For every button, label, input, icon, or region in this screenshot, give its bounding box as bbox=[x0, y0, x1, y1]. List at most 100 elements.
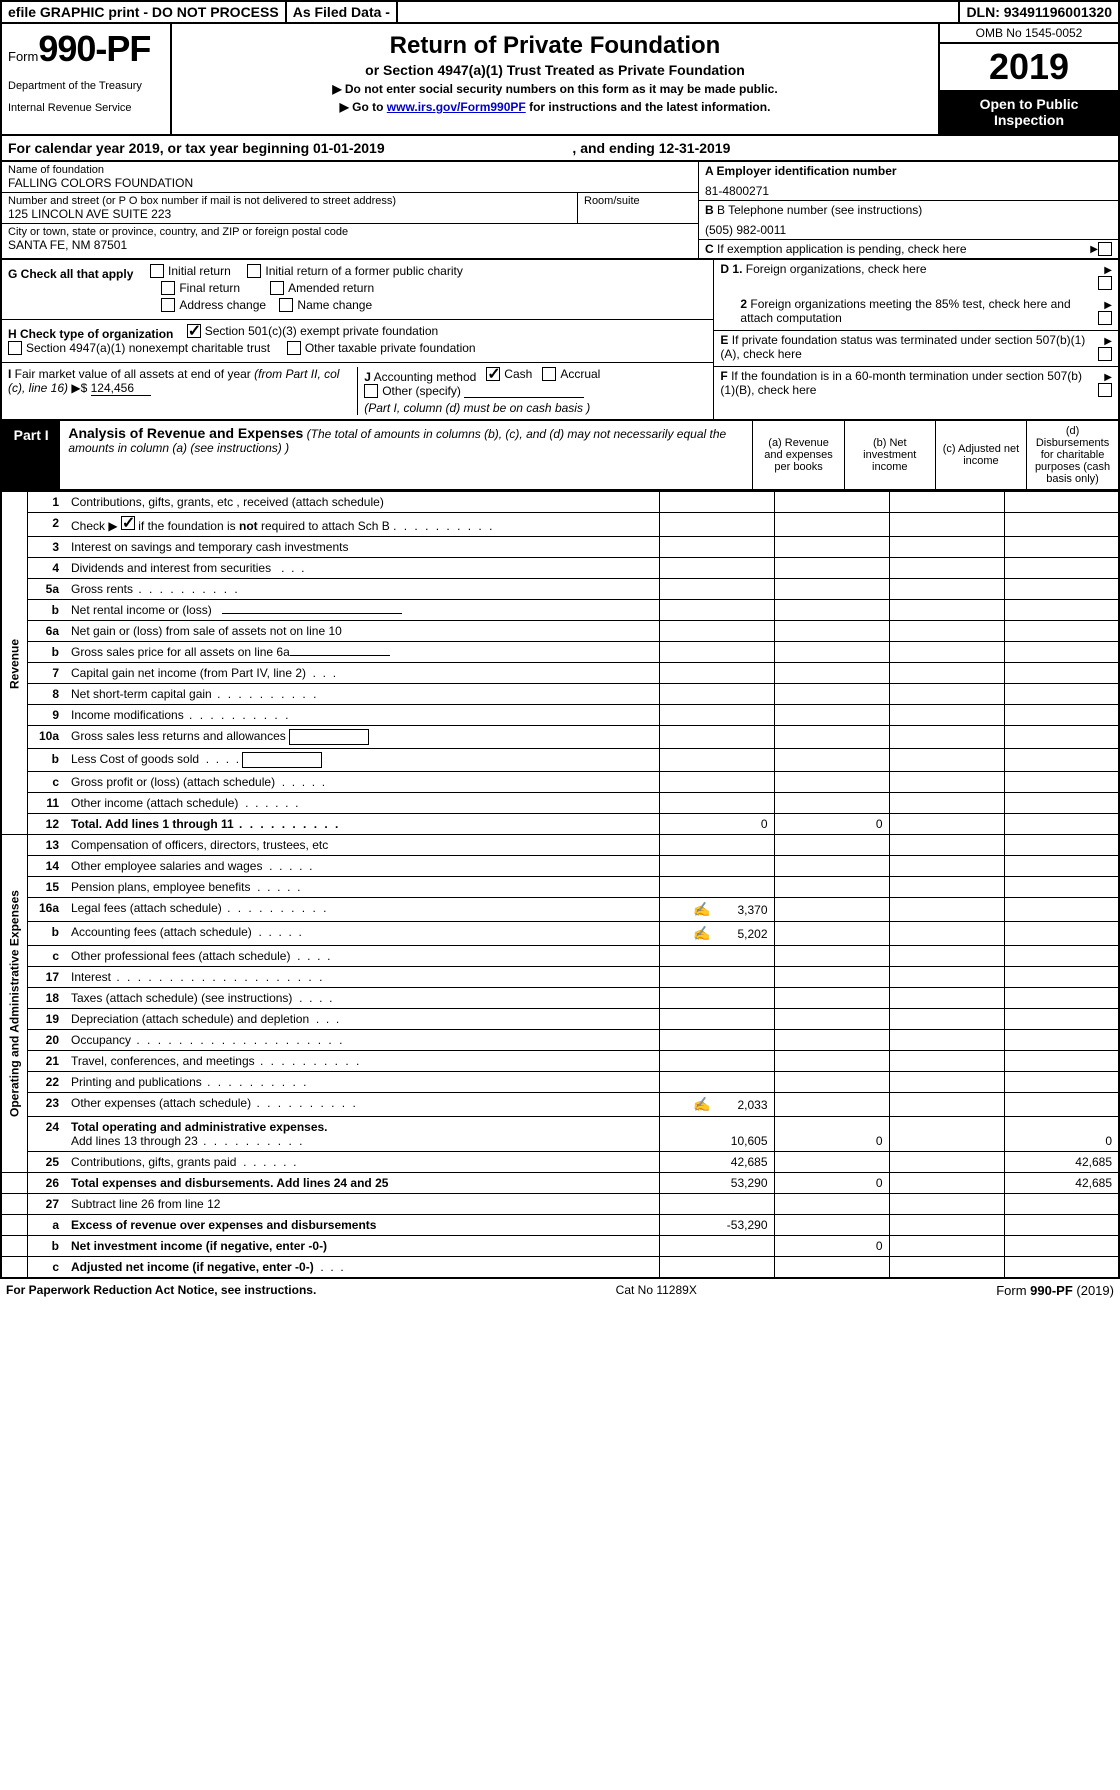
g-final-return[interactable]: Final return bbox=[161, 281, 240, 295]
tax-year: 2019 bbox=[940, 44, 1118, 90]
g-amended-return[interactable]: Amended return bbox=[270, 281, 374, 295]
row-27a: aExcess of revenue over expenses and dis… bbox=[1, 1215, 1119, 1236]
l2-checkbox[interactable] bbox=[121, 516, 135, 530]
part1-tag: Part I bbox=[2, 421, 60, 489]
g-address-change[interactable]: Address change bbox=[161, 298, 266, 312]
e-checkbox[interactable] bbox=[1098, 347, 1112, 361]
d1-row: D 1. Foreign organizations, check here ▶ bbox=[714, 260, 1118, 295]
row-2: 2 Check ▶ if the foundation is not requi… bbox=[1, 513, 1119, 537]
page-footer: For Paperwork Reduction Act Notice, see … bbox=[0, 1279, 1120, 1302]
paperwork-notice: For Paperwork Reduction Act Notice, see … bbox=[6, 1283, 316, 1298]
row-9: 9Income modifications bbox=[1, 705, 1119, 726]
tel-label: B B Telephone number (see instructions) bbox=[705, 203, 1112, 217]
l15-text: Pension plans, employee benefits bbox=[71, 880, 250, 894]
f-checkbox[interactable] bbox=[1098, 383, 1112, 397]
j-accrual[interactable]: Accrual bbox=[542, 367, 600, 381]
ein-cell: A Employer identification number 81-4800… bbox=[699, 162, 1118, 201]
l7-num: 7 bbox=[27, 663, 65, 684]
goto-instruction: ▶ Go to www.irs.gov/Form990PF for instru… bbox=[182, 100, 928, 114]
g-initial-return[interactable]: Initial return bbox=[150, 264, 231, 278]
l12-text: Total. Add lines 1 through 11 bbox=[71, 817, 234, 831]
attachment-icon[interactable]: ✍ bbox=[693, 1096, 710, 1112]
l23-a: ✍ 2,033 bbox=[659, 1093, 774, 1117]
row-17: 17Interest bbox=[1, 967, 1119, 988]
g-initial-former[interactable]: Initial return of a former public charit… bbox=[247, 264, 462, 278]
l24-a: 10,605 bbox=[659, 1117, 774, 1152]
h-opt-2: Section 4947(a)(1) nonexempt charitable … bbox=[26, 341, 270, 355]
row-6a: 6aNet gain or (loss) from sale of assets… bbox=[1, 621, 1119, 642]
l17-num: 17 bbox=[27, 967, 65, 988]
l27a-a: -53,290 bbox=[659, 1215, 774, 1236]
j-cash[interactable]: Cash bbox=[486, 367, 532, 381]
d-block: D 1. Foreign organizations, check here ▶… bbox=[713, 260, 1118, 419]
l8-num: 8 bbox=[27, 684, 65, 705]
l16a-num: 16a bbox=[27, 898, 65, 922]
row-20: 20Occupancy bbox=[1, 1030, 1119, 1051]
attachment-icon[interactable]: ✍ bbox=[693, 925, 710, 941]
d1-checkbox[interactable] bbox=[1098, 276, 1112, 290]
street-cell: Number and street (or P O box number if … bbox=[2, 193, 578, 223]
l14-text: Other employee salaries and wages bbox=[71, 859, 262, 873]
part1-desc: Analysis of Revenue and Expenses (The to… bbox=[60, 421, 753, 489]
l3-num: 3 bbox=[27, 537, 65, 558]
row-1: Revenue 1 Contributions, gifts, grants, … bbox=[1, 492, 1119, 513]
room-label: Room/suite bbox=[578, 193, 698, 223]
c-checkbox[interactable] bbox=[1098, 242, 1112, 256]
h-501c3[interactable]: Section 501(c)(3) exempt private foundat… bbox=[187, 324, 438, 338]
col-a-hdr: (a) Revenue and expenses per books bbox=[753, 421, 844, 489]
ghi-section: G Check all that apply Initial return In… bbox=[0, 260, 1120, 421]
attachment-icon[interactable]: ✍ bbox=[693, 901, 710, 917]
row-5a: 5aGross rents bbox=[1, 579, 1119, 600]
l21-num: 21 bbox=[27, 1051, 65, 1072]
j-other[interactable]: Other (specify) bbox=[364, 384, 461, 398]
row-23: 23Other expenses (attach schedule)✍ 2,03… bbox=[1, 1093, 1119, 1117]
g-opt-4: Address change bbox=[179, 298, 266, 312]
l27-num: 27 bbox=[27, 1194, 65, 1215]
l11-num: 11 bbox=[27, 793, 65, 814]
row-7: 7Capital gain net income (from Part IV, … bbox=[1, 663, 1119, 684]
l5b-num: b bbox=[27, 600, 65, 621]
row-25: 25Contributions, gifts, grants paid . . … bbox=[1, 1152, 1119, 1173]
l6b-num: b bbox=[27, 642, 65, 663]
l10b-desc: Less Cost of goods sold . . . . bbox=[65, 749, 659, 772]
l24-num: 24 bbox=[27, 1117, 65, 1152]
g-name-change[interactable]: Name change bbox=[279, 298, 372, 312]
d2-checkbox[interactable] bbox=[1098, 311, 1112, 325]
l2-end: required to attach Sch B bbox=[258, 519, 390, 533]
h-opt-1: Section 501(c)(3) exempt private foundat… bbox=[205, 324, 438, 338]
city-label: City or town, state or province, country… bbox=[8, 226, 692, 238]
l26-text: Total expenses and disbursements. Add li… bbox=[71, 1176, 388, 1190]
row-19: 19Depreciation (attach schedule) and dep… bbox=[1, 1009, 1119, 1030]
l7-desc: Capital gain net income (from Part IV, l… bbox=[65, 663, 659, 684]
tel-value: (505) 982-0011 bbox=[705, 223, 1112, 237]
l24-text2: Add lines 13 through 23 bbox=[71, 1134, 198, 1148]
l25-num: 25 bbox=[27, 1152, 65, 1173]
irs-link[interactable]: www.irs.gov/Form990PF bbox=[387, 100, 526, 114]
form-header: Form990-PF Department of the Treasury In… bbox=[0, 24, 1120, 136]
l16b-num: b bbox=[27, 922, 65, 946]
col-b-hdr: (b) Net investment income bbox=[845, 421, 936, 489]
g-opt-1: Initial return of a former public charit… bbox=[265, 264, 462, 278]
row-8: 8Net short-term capital gain bbox=[1, 684, 1119, 705]
l20-desc: Occupancy bbox=[65, 1030, 659, 1051]
row-4: 4Dividends and interest from securities … bbox=[1, 558, 1119, 579]
entity-right: A Employer identification number 81-4800… bbox=[698, 162, 1118, 258]
l5b-desc: Net rental income or (loss) bbox=[65, 600, 659, 621]
h-opt-3: Other taxable private foundation bbox=[305, 341, 476, 355]
dept-treasury: Department of the Treasury bbox=[8, 80, 164, 92]
h-other-taxable[interactable]: Other taxable private foundation bbox=[287, 341, 476, 355]
l6b-text: Gross sales price for all assets on line… bbox=[71, 645, 290, 659]
row-16b: bAccounting fees (attach schedule) . . .… bbox=[1, 922, 1119, 946]
l15-desc: Pension plans, employee benefits . . . .… bbox=[65, 877, 659, 898]
l9-desc: Income modifications bbox=[65, 705, 659, 726]
l16c-text: Other professional fees (attach schedule… bbox=[71, 949, 290, 963]
l12-desc: Total. Add lines 1 through 11 bbox=[65, 814, 659, 835]
footer-form-pre: Form bbox=[996, 1283, 1030, 1298]
row-15: 15Pension plans, employee benefits . . .… bbox=[1, 877, 1119, 898]
row-5b: bNet rental income or (loss) bbox=[1, 600, 1119, 621]
form-number-block: Form990-PF bbox=[8, 28, 164, 70]
row-12: 12Total. Add lines 1 through 1100 bbox=[1, 814, 1119, 835]
g-lead: G Check all that apply bbox=[8, 267, 133, 281]
h-4947a1[interactable]: Section 4947(a)(1) nonexempt charitable … bbox=[8, 341, 270, 355]
l23-desc: Other expenses (attach schedule) bbox=[65, 1093, 659, 1117]
